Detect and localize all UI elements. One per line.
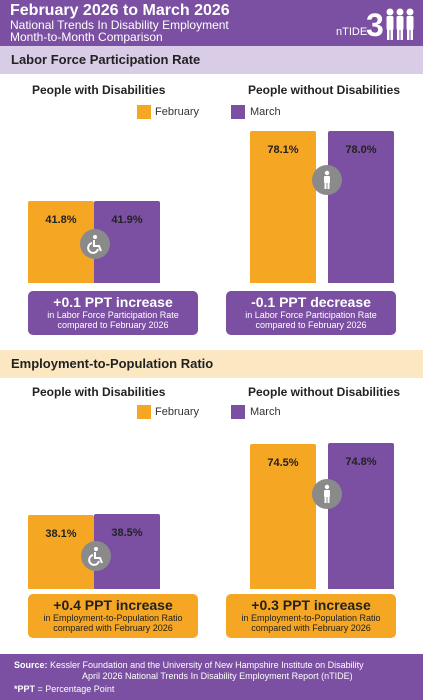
- page-subtitle-2: Month-to-Month Comparison: [10, 30, 163, 44]
- bar-february: [250, 443, 316, 589]
- callout-text-1: in Employment-to-Population Ratio: [241, 613, 381, 623]
- bar-value-label: 41.9%: [111, 214, 143, 227]
- legend-swatch-february-2: [137, 405, 151, 419]
- section-title-lfpr: Labor Force Participation Rate: [0, 46, 423, 74]
- callout-headline: +0.4 PPT increase: [53, 597, 173, 613]
- callout-headline: +0.3 PPT increase: [251, 597, 371, 613]
- legend-swatch-march: [231, 105, 245, 119]
- source-label: Source:: [14, 660, 48, 670]
- bar-value-label: 38.5%: [111, 526, 143, 539]
- callout-headline: -0.1 PPT decrease: [251, 294, 371, 310]
- callout-headline: +0.1 PPT increase: [53, 294, 173, 310]
- callout-text-2: compared with February 2026: [251, 623, 371, 633]
- epop-pwod-title: People without Disabilities: [248, 385, 401, 399]
- bar-value-label: 74.5%: [267, 456, 299, 469]
- source-line-1: Kessler Foundation and the University of…: [50, 660, 364, 670]
- callout-text-2: compared to February 2026: [57, 320, 169, 330]
- lfpr-pwd-callout: +0.1 PPT increase in Labor Force Partici…: [28, 291, 198, 335]
- page-subtitle: National Trends In Disability Employment: [10, 18, 229, 32]
- person-icon: [312, 479, 342, 509]
- source-line-2: April 2026 National Trends In Disability…: [82, 671, 353, 681]
- legend-label-february: February: [155, 106, 200, 118]
- ntide-logo: nTIDE 3: [336, 6, 418, 42]
- callout-text-2: compared to February 2026: [255, 320, 367, 330]
- person-icon: [312, 165, 342, 195]
- callout-text-1: in Labor Force Participation Rate: [245, 310, 377, 320]
- wheelchair-icon: [81, 541, 111, 571]
- ppt-text: = Percentage Point: [35, 684, 115, 694]
- footer-source: Source: Kessler Foundation and the Unive…: [14, 660, 364, 670]
- callout-text-2: compared with February 2026: [53, 623, 173, 633]
- bar-value-label: 78.0%: [345, 143, 377, 156]
- page-title: February 2026 to March 2026: [10, 2, 230, 19]
- bar-value-label: 78.1%: [267, 143, 299, 156]
- legend-label-march-2: March: [250, 406, 281, 418]
- legend-label-february-2: February: [155, 406, 200, 418]
- lfpr-pwod-title: People without Disabilities: [248, 83, 401, 97]
- epop-pwd-callout: +0.4 PPT increase in Employment-to-Popul…: [28, 594, 198, 638]
- svg-text:3: 3: [366, 7, 384, 42]
- ppt-note: *PPT = Percentage Point: [14, 684, 114, 694]
- people-group-icon: 3: [366, 7, 414, 42]
- epop-pwd-title: People with Disabilities: [32, 385, 166, 399]
- bar-march: [328, 443, 394, 589]
- bar-value-label: 38.1%: [45, 527, 77, 540]
- legend-label-march: March: [250, 106, 281, 118]
- bar-march: [328, 130, 394, 283]
- lfpr-pwd-title: People with Disabilities: [32, 83, 166, 97]
- logo-text: nTIDE: [336, 26, 368, 38]
- callout-text-1: in Labor Force Participation Rate: [47, 310, 179, 320]
- legend-swatch-february: [137, 105, 151, 119]
- epop-pwod-callout: +0.3 PPT increase in Employment-to-Popul…: [226, 594, 396, 638]
- ppt-label: *PPT: [14, 684, 36, 694]
- callout-text-1: in Employment-to-Population Ratio: [43, 613, 183, 623]
- bar-february: [250, 130, 316, 283]
- wheelchair-icon: [80, 229, 110, 259]
- lfpr-pwod-callout: -0.1 PPT decrease in Labor Force Partici…: [226, 291, 396, 335]
- footer: Source: Kessler Foundation and the Unive…: [0, 654, 423, 700]
- legend-swatch-march-2: [231, 405, 245, 419]
- header-banner: February 2026 to March 2026 National Tre…: [0, 0, 423, 46]
- bar-value-label: 41.8%: [45, 214, 77, 227]
- section-title-epop: Employment-to-Population Ratio: [0, 350, 423, 378]
- bar-value-label: 74.8%: [345, 456, 377, 469]
